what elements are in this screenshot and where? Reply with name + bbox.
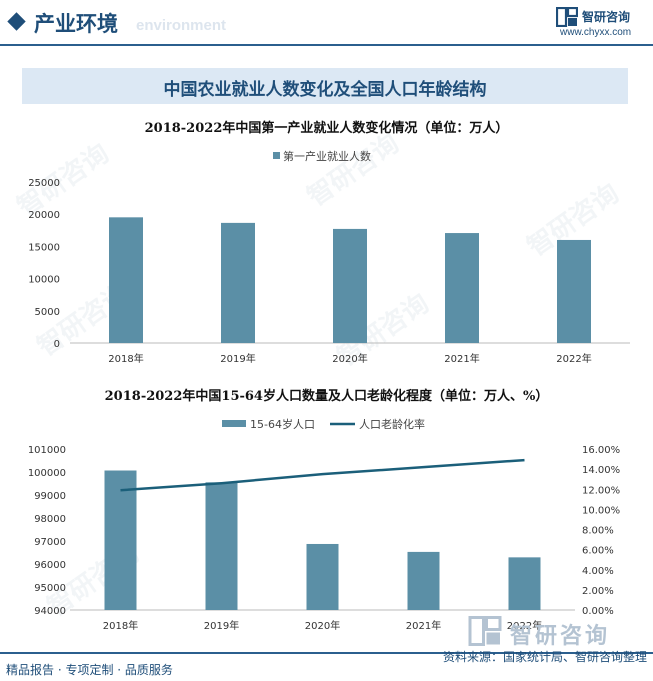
y-tick-label: 95000 — [34, 583, 66, 594]
footer-divider — [0, 652, 653, 654]
y-tick-label: 25000 — [28, 178, 60, 189]
x-tick-label: 2021年 — [406, 619, 441, 632]
legend-label-bar: 15-64岁人口 — [250, 417, 315, 431]
x-tick-label: 2020年 — [332, 352, 367, 365]
y-tick-label: 94000 — [34, 606, 66, 617]
y2-tick-label: 8.00% — [582, 526, 614, 537]
footer: 精品报告 · 专项定制 · 品质服务 — [0, 652, 653, 681]
section-header: 产业环境 environment 智研咨询 www.chyxx.com — [0, 0, 653, 46]
y2-tick-label: 12.00% — [582, 485, 620, 496]
bar — [557, 239, 591, 343]
x-tick-label: 2018年 — [103, 619, 138, 632]
y2-tick-label: 10.00% — [582, 505, 620, 516]
y-tick-label: 10000 — [28, 275, 60, 286]
y-tick-label: 99000 — [34, 491, 66, 502]
page-title: 中国农业就业人数变化及全国人口年龄结构 — [163, 80, 487, 100]
x-tick-label: 2022年 — [556, 352, 591, 365]
y2-tick-label: 14.00% — [582, 465, 620, 476]
series-line — [120, 458, 525, 492]
y-tick-label: 0 — [54, 339, 60, 350]
bar — [205, 482, 238, 610]
x-tick-label: 2020年 — [305, 619, 340, 632]
y-tick-label: 20000 — [28, 210, 60, 221]
bar — [221, 222, 255, 343]
bar — [508, 557, 541, 610]
brand-name: 智研咨询 — [582, 10, 631, 24]
legend-label: 第一产业就业人数 — [283, 149, 371, 163]
bar — [104, 470, 137, 610]
footer-source: 资料来源：国家统计局、智研咨询整理 — [442, 650, 647, 664]
y-tick-label: 15000 — [28, 242, 60, 253]
y-tick-label: 96000 — [34, 560, 66, 571]
bar — [445, 233, 479, 343]
brand-watermark-icon — [468, 616, 502, 646]
section-title: 产业环境 — [34, 11, 118, 36]
y-tick-label: 101000 — [28, 445, 66, 456]
chart1-title: 2018-2022年中国第一产业就业人数变化情况（单位：万人） — [144, 121, 509, 136]
x-tick-label: 2021年 — [444, 352, 479, 365]
brand-logo-icon — [556, 7, 578, 27]
header-divider — [0, 44, 653, 46]
x-tick-label: 2022年 — [507, 619, 542, 632]
chart2-title: 2018-2022年中国15-64岁人口数量及人口老龄化程度（单位：万人、%） — [104, 389, 549, 404]
footer-slogan: 精品报告 · 专项定制 · 品质服务 — [6, 663, 173, 677]
y-tick-label: 98000 — [34, 514, 66, 525]
title-bar: 中国农业就业人数变化及全国人口年龄结构 — [22, 68, 628, 104]
bar — [333, 228, 367, 343]
brand-watermark-text: 智研咨询 — [510, 624, 611, 649]
bar — [407, 551, 440, 610]
legend-swatch-bar — [222, 420, 246, 427]
y-tick-label: 5000 — [35, 307, 60, 318]
y-tick-label: 97000 — [34, 537, 66, 548]
y2-tick-label: 16.00% — [582, 445, 620, 456]
brand-url: www.chyxx.com — [560, 27, 632, 38]
x-tick-label: 2018年 — [108, 352, 143, 365]
y2-tick-label: 6.00% — [582, 546, 614, 557]
legend-label-line: 人口老龄化率 — [359, 417, 425, 431]
bar — [306, 543, 339, 610]
y2-tick-label: 0.00% — [582, 606, 614, 617]
y2-tick-label: 4.00% — [582, 566, 614, 577]
x-tick-label: 2019年 — [204, 619, 239, 632]
legend-swatch — [273, 152, 280, 159]
y-tick-label: 100000 — [28, 468, 66, 479]
bar — [109, 217, 143, 343]
section-subtitle: environment — [136, 17, 227, 34]
x-tick-label: 2019年 — [220, 352, 255, 365]
y2-tick-label: 2.00% — [582, 586, 614, 597]
